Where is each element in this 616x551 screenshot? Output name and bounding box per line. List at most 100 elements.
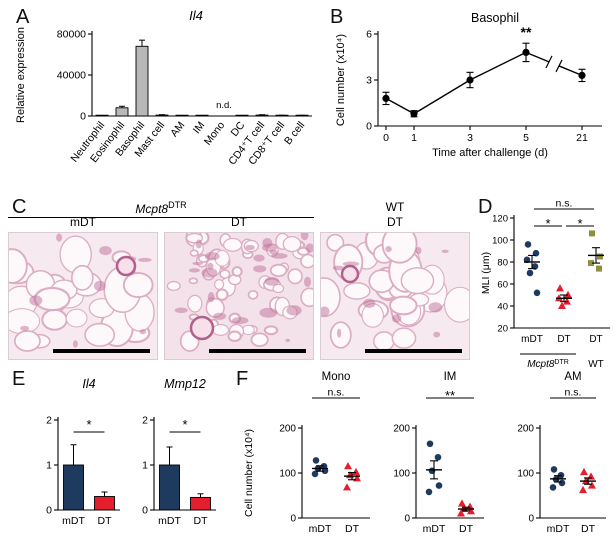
svg-text:DT: DT	[98, 515, 113, 527]
panel-d-mli: D MLI (μm) 20 40 60 80 100 120 mDT DT DT n.s. * * Mcp…	[478, 196, 616, 378]
svg-text:**: **	[445, 388, 455, 403]
svg-text:*: *	[577, 216, 582, 231]
E1-svg: Il4 0 1 2 mDT DT *	[46, 377, 120, 527]
il4-mdt-dt-bar-chart: Il4 0 1 2 mDT DT *	[34, 372, 132, 544]
column-label-mdt: mDT	[70, 215, 96, 229]
svg-text:5: 5	[523, 132, 529, 144]
svg-text:0: 0	[528, 514, 534, 525]
svg-text:80: 80	[497, 258, 508, 269]
E2-svg: Mmp12 0 1 2 mDT DT *	[142, 377, 216, 527]
svg-text:*: *	[86, 417, 91, 432]
svg-text:Basophil: Basophil	[471, 11, 519, 25]
am-scatter-chart: AM 0 100 200 mDT DT n.s.	[517, 366, 616, 546]
panel-c-histology: C Mcpt8DTR WT mDT DT DT	[0, 196, 478, 366]
svg-text:Mono: Mono	[322, 371, 351, 383]
panel-b-label: B	[330, 6, 344, 28]
panel-c-label: C	[12, 196, 27, 218]
svg-text:40: 40	[497, 302, 508, 313]
svg-text:3: 3	[366, 75, 372, 87]
svg-text:mDT: mDT	[521, 334, 543, 345]
scale-bar	[365, 349, 462, 353]
panel-e-label: E	[12, 368, 26, 390]
svg-text:20: 20	[497, 324, 508, 335]
svg-text:0: 0	[142, 505, 148, 517]
svg-text:Mcpt8DTR: Mcpt8DTR	[527, 359, 569, 370]
svg-text:2: 2	[142, 415, 148, 427]
svg-text:3: 3	[467, 132, 473, 144]
basophil-timecourse-line-chart: Basophil Cell number (x10⁴) 0 3 6 0 1 3 5 21 Time …	[330, 4, 616, 196]
genotype-superscript: DTR	[168, 200, 187, 210]
svg-text:120: 120	[492, 214, 508, 225]
svg-text:0: 0	[80, 111, 86, 123]
svg-text:DT: DT	[581, 523, 596, 535]
histology-svg	[164, 228, 319, 360]
svg-text:Mmp12: Mmp12	[164, 377, 206, 391]
panel-f-label: F	[236, 368, 249, 390]
column-label-dt: DT	[231, 215, 247, 229]
panel-d-label: D	[478, 196, 493, 218]
svg-text:200: 200	[393, 424, 410, 435]
panel-f-cell-numbers: F Mono Cell number (x10⁴) 0 100 200 mDT DT n.s.…	[236, 366, 616, 551]
svg-text:mDT: mDT	[547, 523, 570, 535]
svg-text:*: *	[545, 216, 550, 231]
svg-text:1: 1	[411, 132, 417, 144]
svg-text:IM: IM	[444, 371, 457, 383]
scale-bar	[53, 349, 150, 353]
svg-text:IM: IM	[191, 119, 208, 136]
svg-text:0: 0	[404, 514, 410, 525]
svg-text:DT: DT	[589, 334, 602, 345]
im-scatter-chart: IM 0 100 200 mDT DT **	[392, 366, 500, 546]
svg-text:DT: DT	[194, 515, 209, 527]
svg-text:n.s.: n.s.	[328, 387, 345, 399]
svg-text:100: 100	[279, 469, 296, 480]
genotype-name: Mcpt8	[135, 202, 169, 216]
svg-text:n.s.: n.s.	[565, 387, 582, 399]
svg-text:WT: WT	[588, 359, 604, 370]
svg-text:0: 0	[383, 132, 389, 144]
svg-text:Relative expression: Relative expression	[15, 27, 27, 123]
svg-text:**: **	[521, 24, 532, 40]
mono-scatter-chart: Mono Cell number (x10⁴) 0 100 200 mDT DT n.s.	[242, 366, 382, 546]
panel-a-label: A	[16, 6, 30, 28]
D-svg: MLI (μm) 20 40 60 80 100 120 mDT DT DT n.s. * * Mcpt8…	[480, 198, 610, 370]
panel-b-basophil-kinetics: B Basophil Cell number (x10⁴) 0 3 6 0 1 3 5 21 Tim…	[330, 4, 616, 196]
histology-svg	[0, 232, 158, 360]
F1-svg: Mono Cell number (x10⁴) 0 100 200 mDT DT n.s.	[243, 371, 370, 535]
mmp12-mdt-dt-bar-chart: Mmp12 0 1 2 mDT DT *	[130, 372, 228, 544]
svg-text:0: 0	[366, 121, 372, 133]
scale-bar	[209, 349, 306, 353]
F3-svg: AM 0 100 200 mDT DT n.s.	[517, 371, 606, 535]
svg-text:Cell number (x10⁴): Cell number (x10⁴)	[243, 429, 255, 517]
svg-text:200: 200	[279, 424, 296, 435]
svg-text:DT: DT	[557, 334, 570, 345]
svg-text:mDT: mDT	[309, 523, 332, 535]
svg-text:n.s.: n.s.	[556, 198, 573, 210]
histology-svg	[307, 223, 477, 360]
svg-text:DT: DT	[459, 523, 474, 535]
svg-text:1: 1	[142, 460, 148, 472]
svg-text:60: 60	[497, 280, 508, 291]
svg-text:Il4: Il4	[189, 8, 203, 23]
svg-text:100: 100	[518, 469, 534, 480]
svg-text:Cell number (x10⁴): Cell number (x10⁴)	[335, 34, 347, 126]
il4-expression-bar-chart: Il4 Relative expression 0 40000 80000 Neutrop…	[8, 4, 330, 196]
svg-text:2: 2	[46, 415, 52, 427]
svg-text:Il4: Il4	[82, 377, 95, 391]
svg-text:B cell: B cell	[282, 119, 307, 147]
svg-text:1: 1	[46, 460, 52, 472]
svg-text:AM: AM	[564, 371, 581, 383]
svg-text:200: 200	[518, 424, 534, 435]
svg-text:DT: DT	[345, 523, 360, 535]
svg-text:Time after challenge (d): Time after challenge (d)	[432, 147, 548, 159]
svg-text:100: 100	[393, 469, 410, 480]
panel-e-gene-expression: E Il4 0 1 2 mDT DT * Mmp12 0 1 2 mDT DT *	[8, 366, 236, 551]
wt-group-header: WT	[385, 200, 405, 214]
histology-image-mdt	[0, 232, 158, 360]
svg-text:mDT: mDT	[423, 523, 446, 535]
svg-text:*: *	[182, 417, 187, 432]
svg-text:mDT: mDT	[158, 515, 181, 527]
F2-svg: IM 0 100 200 mDT DT **	[393, 371, 484, 535]
svg-text:0: 0	[290, 514, 296, 525]
